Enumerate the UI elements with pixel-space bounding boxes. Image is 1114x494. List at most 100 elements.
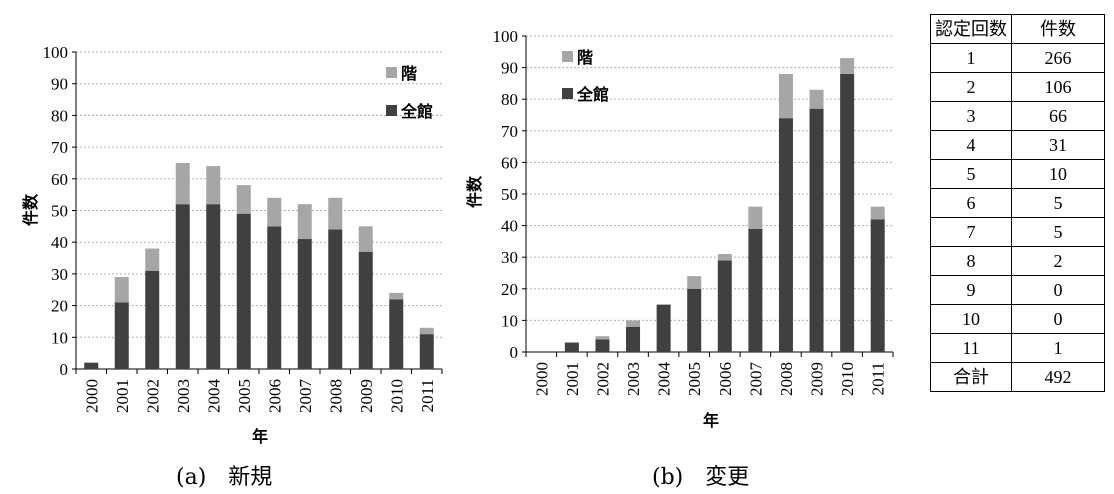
table-cell-certification-count: 9 (930, 275, 1012, 305)
chart-b: 0 10 20 30 40 50 60 70 80 90 100 2000 2001 2002 2003 20… (465, 27, 894, 430)
caption-a: (a) 新規 (176, 465, 273, 490)
bar-segment-whole-building (328, 229, 343, 369)
table-cell-certification-count: 7 (930, 217, 1012, 247)
x-tick-label: 2005 (685, 362, 704, 396)
x-tick-label: 2005 (235, 379, 254, 413)
y-tick-label: 0 (60, 360, 69, 379)
table-cell-count: 266 (1011, 43, 1105, 73)
bar-segment-floor (595, 336, 610, 340)
y-tick-label: 60 (51, 170, 68, 189)
legend-swatch (562, 88, 573, 99)
x-tick-label: 2011 (418, 379, 437, 412)
table-row: 1 266 (930, 43, 1105, 73)
bar-segment-floor (809, 89, 824, 109)
bar-segment-whole-building (175, 204, 190, 369)
y-tick-label: 40 (501, 217, 518, 236)
y-tick-label: 90 (51, 75, 68, 94)
bar-segment-floor (389, 292, 404, 300)
x-tick-label: 2003 (174, 379, 193, 413)
bar-segment-floor (687, 276, 702, 289)
table-row: 2 106 (930, 72, 1105, 102)
bar-segment-whole-building (145, 270, 160, 369)
bar-segment-floor (626, 320, 641, 327)
y-tick-label: 0 (510, 343, 519, 362)
table-header-row: 認定回数 件数 (930, 14, 1105, 44)
y-tick-label: 80 (51, 106, 68, 125)
table-cell-certification-count: 6 (930, 188, 1012, 218)
bar-segment-floor (328, 197, 343, 230)
bar-segment-whole-building (206, 204, 221, 369)
table-cell-count: 106 (1011, 72, 1105, 102)
certification-count-table: 認定回数 件数 1 266 2 106 3 66 4 31 5 10 6 5 7 5 8 2 9 0 10 0 11 1 … (930, 14, 1105, 392)
total-label: 合計 (930, 362, 1012, 392)
table-cell-certification-count: 4 (930, 130, 1012, 160)
y-tick-label: 30 (51, 265, 68, 284)
table-total-row: 合計 492 (930, 362, 1105, 392)
x-tick-label: 2001 (113, 379, 132, 413)
bar-segment-floor (297, 204, 312, 240)
x-tick-label: 2003 (624, 362, 643, 396)
legend-label: 全館 (576, 85, 609, 104)
table-cell-count: 5 (1011, 217, 1105, 247)
bar-segment-floor (358, 226, 373, 252)
bar-segment-floor (778, 73, 793, 119)
bar-segment-floor (267, 197, 282, 227)
table-cell-count: 1 (1011, 333, 1105, 363)
legend-swatch (386, 67, 397, 78)
header-certification-count: 認定回数 (930, 14, 1012, 44)
x-tick-label: 2001 (563, 362, 582, 396)
y-tick-label: 100 (493, 27, 519, 46)
y-tick-label: 70 (51, 138, 68, 157)
legend-label: 階 (401, 64, 417, 83)
header-count: 件数 (1011, 14, 1105, 44)
bar-segment-floor (419, 327, 434, 335)
x-tick-label: 2006 (716, 362, 735, 396)
x-tick-label: 2009 (357, 379, 376, 413)
bar-segment-whole-building (267, 226, 282, 369)
bar-segment-floor (840, 58, 855, 74)
x-tick-label: 2008 (777, 362, 796, 396)
table-row: 4 31 (930, 130, 1105, 160)
x-axis-title: 年 (703, 411, 719, 430)
x-tick-label: 2004 (655, 362, 674, 397)
x-axis-title: 年 (252, 427, 268, 446)
x-tick-label: 2009 (808, 362, 827, 396)
table-cell-count: 0 (1011, 275, 1105, 305)
table-cell-certification-count: 1 (930, 43, 1012, 73)
table-cell-count: 31 (1011, 130, 1105, 160)
bar-segment-whole-building (809, 108, 824, 353)
bar-segment-whole-building (419, 334, 434, 369)
chart-a: 0 10 20 30 40 50 60 70 80 90 100 2000 2001 2002 2003 20… (21, 43, 443, 446)
y-tick-label: 70 (501, 122, 518, 141)
y-tick-label: 40 (51, 233, 68, 252)
y-tick-label: 20 (51, 297, 68, 316)
table-cell-count: 5 (1011, 188, 1105, 218)
bar-segment-whole-building (358, 251, 373, 369)
bar-segment-whole-building (114, 302, 129, 369)
bar-segment-whole-building (717, 260, 732, 352)
caption-b: (b) 変更 (652, 465, 750, 490)
x-tick-label: 2000 (532, 362, 551, 396)
bar-segment-floor (206, 166, 221, 205)
bar-segment-whole-building (389, 299, 404, 369)
bar-segment-whole-building (870, 219, 885, 352)
bar-segment-whole-building (564, 342, 579, 352)
bar-segment-whole-building (687, 288, 702, 352)
x-tick-label: 2002 (593, 362, 612, 396)
table-cell-certification-count: 3 (930, 101, 1012, 131)
y-tick-label: 90 (501, 59, 518, 78)
bar-segment-floor (145, 248, 160, 271)
table-cell-count: 2 (1011, 246, 1105, 276)
table-row: 5 10 (930, 159, 1105, 189)
table-cell-count: 10 (1011, 159, 1105, 189)
y-tick-label: 20 (501, 280, 518, 299)
table-cell-certification-count: 5 (930, 159, 1012, 189)
bar-segment-floor (870, 206, 885, 220)
table-cell-count: 0 (1011, 304, 1105, 334)
bar-segment-floor (175, 162, 190, 205)
